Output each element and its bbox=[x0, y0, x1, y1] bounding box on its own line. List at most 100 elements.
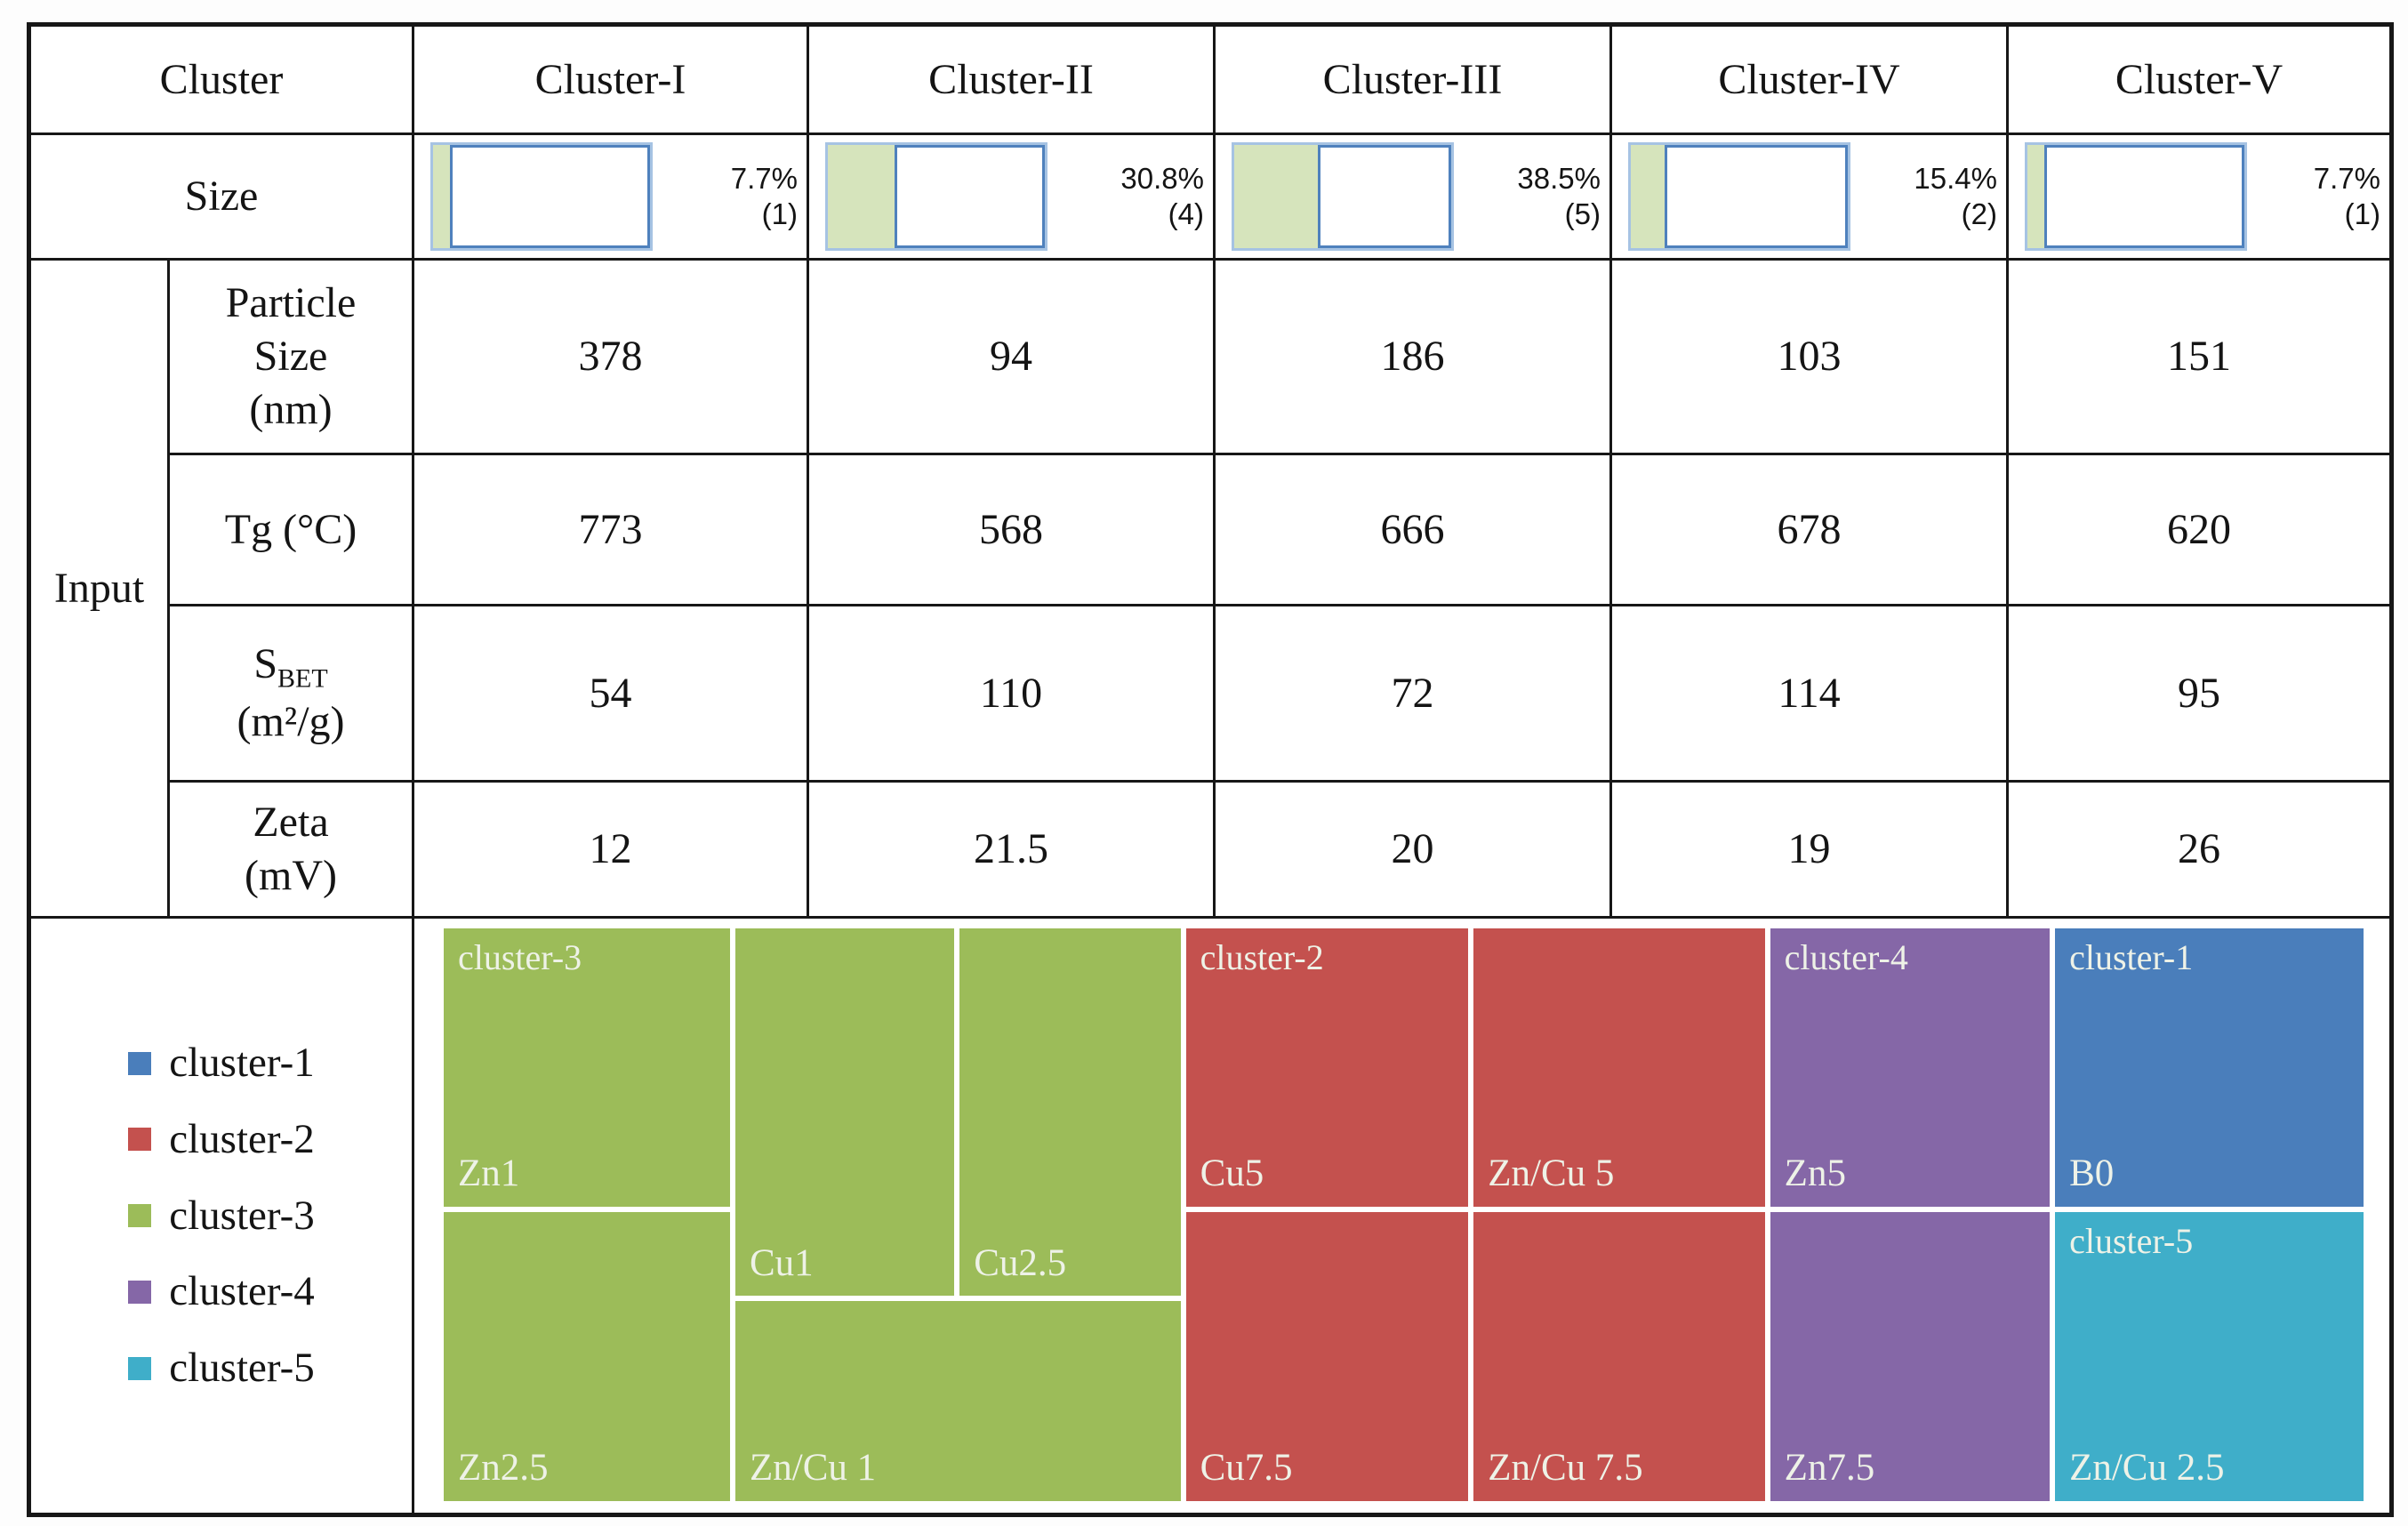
label-line: (nm) bbox=[249, 386, 333, 433]
size-cell-cluster-4: 15.4% (2) bbox=[1612, 135, 2009, 261]
treemap-block-zn2-5: Zn2.5 bbox=[441, 1209, 733, 1504]
header-label: Cluster-IV bbox=[1718, 55, 1900, 103]
row-label-text: Zeta (mV) bbox=[245, 796, 337, 903]
value-tg-cluster-3: 666 bbox=[1216, 455, 1612, 606]
sample-count: (5) bbox=[1564, 197, 1601, 230]
header-cluster-4: Cluster-IV bbox=[1612, 27, 2009, 135]
label-line: Size bbox=[253, 333, 328, 380]
size-bar-chart bbox=[2025, 142, 2247, 251]
size-bar-plot-area bbox=[449, 145, 650, 248]
value-tg-cluster-5: 620 bbox=[2009, 455, 2389, 606]
treemap-group-label: cluster-5 bbox=[2069, 1220, 2194, 1261]
value-zeta-cluster-4: 19 bbox=[1612, 783, 2009, 919]
legend-item-cluster-3: cluster-3 bbox=[128, 1190, 315, 1242]
value-particle-cluster-3: 186 bbox=[1216, 261, 1612, 455]
corner-header-label: Cluster bbox=[159, 55, 284, 103]
cell-value: 666 bbox=[1380, 505, 1445, 553]
size-percent-label: 7.7% (1) bbox=[653, 161, 807, 233]
percent-value: 30.8% bbox=[1120, 161, 1204, 195]
legend-swatch-cluster-3 bbox=[128, 1204, 152, 1227]
legend-swatch-cluster-2 bbox=[128, 1128, 152, 1152]
legend-item-cluster-1: cluster-1 bbox=[128, 1037, 315, 1089]
legend-swatch-cluster-5 bbox=[128, 1356, 152, 1380]
cell-value: 26 bbox=[2178, 825, 2220, 872]
sample-count: (1) bbox=[761, 197, 798, 230]
treemap-cell: cluster-3 Zn1 Zn2.5 Cu1 Cu2.5 Zn/Cu 1 cl… bbox=[414, 919, 2389, 1513]
treemap-chart: cluster-3 Zn1 Zn2.5 Cu1 Cu2.5 Zn/Cu 1 cl… bbox=[441, 926, 2366, 1504]
treemap-item-label: Cu7.5 bbox=[1200, 1447, 1293, 1490]
cell-value: 72 bbox=[1391, 669, 1434, 717]
legend-swatch-cluster-1 bbox=[128, 1051, 152, 1075]
treemap-block-zncu7-5: Zn/Cu 7.5 bbox=[1471, 1209, 1768, 1504]
row-label-particle-size: Particle Size (nm) bbox=[170, 261, 414, 455]
cell-value: 151 bbox=[2167, 333, 2231, 380]
treemap-item-label: Zn/Cu 1 bbox=[749, 1447, 877, 1490]
input-group-label: Input bbox=[31, 261, 170, 919]
size-bar-chart bbox=[430, 142, 653, 251]
header-label: Cluster-I bbox=[534, 55, 686, 103]
label-line: Particle bbox=[225, 279, 357, 326]
sample-count: (2) bbox=[1961, 197, 1997, 230]
row-label-text: Particle Size (nm) bbox=[226, 277, 357, 437]
treemap-item-label: Zn5 bbox=[1784, 1152, 1846, 1194]
treemap-item-label: Zn1 bbox=[458, 1152, 520, 1194]
legend-item-cluster-5: cluster-5 bbox=[128, 1342, 315, 1394]
legend-label: cluster-4 bbox=[169, 1268, 315, 1315]
treemap-item-label: Cu5 bbox=[1200, 1152, 1264, 1194]
value-sbet-cluster-2: 110 bbox=[809, 606, 1216, 783]
treemap-item-label: Cu2.5 bbox=[974, 1241, 1067, 1284]
treemap-block-zncu2-5: cluster-5 Zn/Cu 2.5 bbox=[2052, 1209, 2366, 1504]
treemap-block-cu7-5: Cu7.5 bbox=[1183, 1209, 1472, 1504]
size-cell-cluster-3: 38.5% (5) bbox=[1216, 135, 1612, 261]
size-percent-label: 38.5% (5) bbox=[1454, 161, 1609, 233]
size-bar-fill bbox=[828, 145, 895, 248]
legend-item-cluster-4: cluster-4 bbox=[128, 1265, 315, 1318]
treemap-item-label: Zn2.5 bbox=[458, 1447, 549, 1490]
size-cell-cluster-1: 7.7% (1) bbox=[414, 135, 809, 261]
cell-value: 103 bbox=[1777, 333, 1842, 380]
cell-value: 773 bbox=[578, 505, 643, 553]
value-zeta-cluster-3: 20 bbox=[1216, 783, 1612, 919]
header-label: Cluster-III bbox=[1322, 55, 1503, 103]
legend-label: cluster-5 bbox=[169, 1345, 315, 1392]
row-label-tg: Tg (°C) bbox=[170, 455, 414, 606]
sample-count: (4) bbox=[1168, 197, 1204, 230]
value-zeta-cluster-5: 26 bbox=[2009, 783, 2389, 919]
cell-value: 94 bbox=[990, 333, 1032, 380]
cell-value: 95 bbox=[2178, 669, 2220, 717]
percent-value: 7.7% bbox=[730, 161, 798, 195]
treemap-block-zn1: cluster-3 Zn1 bbox=[441, 926, 733, 1209]
label-line: (m²/g) bbox=[237, 698, 345, 746]
label-line: Zeta bbox=[253, 799, 329, 846]
treemap-block-zncu5: Zn/Cu 5 bbox=[1471, 926, 1768, 1209]
cell-value: 110 bbox=[979, 669, 1043, 717]
cell-value: 186 bbox=[1380, 333, 1445, 380]
treemap-block-cu2-5: Cu2.5 bbox=[957, 926, 1184, 1299]
header-cluster-3: Cluster-III bbox=[1216, 27, 1612, 135]
treemap-item-label: Zn/Cu 5 bbox=[1488, 1152, 1615, 1194]
cell-value: 12 bbox=[589, 825, 632, 872]
header-cluster-1: Cluster-I bbox=[414, 27, 809, 135]
size-bar-chart bbox=[1232, 142, 1454, 251]
value-particle-cluster-2: 94 bbox=[809, 261, 1216, 455]
treemap-item-label: Zn/Cu 2.5 bbox=[2069, 1447, 2225, 1490]
treemap-group-label: cluster-1 bbox=[2069, 937, 2194, 977]
input-label-text: Input bbox=[53, 564, 145, 612]
header-cluster-2: Cluster-II bbox=[809, 27, 1216, 135]
treemap-block-cu5: cluster-2 Cu5 bbox=[1183, 926, 1472, 1209]
header-label: Cluster-II bbox=[928, 55, 1094, 103]
treemap-item-label: Zn/Cu 7.5 bbox=[1488, 1447, 1643, 1490]
cell-value: 620 bbox=[2167, 505, 2231, 553]
value-tg-cluster-4: 678 bbox=[1612, 455, 2009, 606]
percent-value: 7.7% bbox=[2313, 161, 2380, 195]
label-line: (mV) bbox=[245, 852, 337, 899]
value-sbet-cluster-3: 72 bbox=[1216, 606, 1612, 783]
cell-value: 19 bbox=[1787, 825, 1831, 872]
treemap-group-label: cluster-2 bbox=[1200, 937, 1324, 977]
legend-cell: cluster-1 cluster-2 cluster-3 cluster-4 … bbox=[31, 919, 414, 1513]
row-label-text: SBET (m²/g) bbox=[237, 638, 344, 749]
value-particle-cluster-4: 103 bbox=[1612, 261, 2009, 455]
treemap-block-b0: cluster-1 B0 bbox=[2052, 926, 2366, 1209]
size-label-text: Size bbox=[184, 173, 259, 220]
